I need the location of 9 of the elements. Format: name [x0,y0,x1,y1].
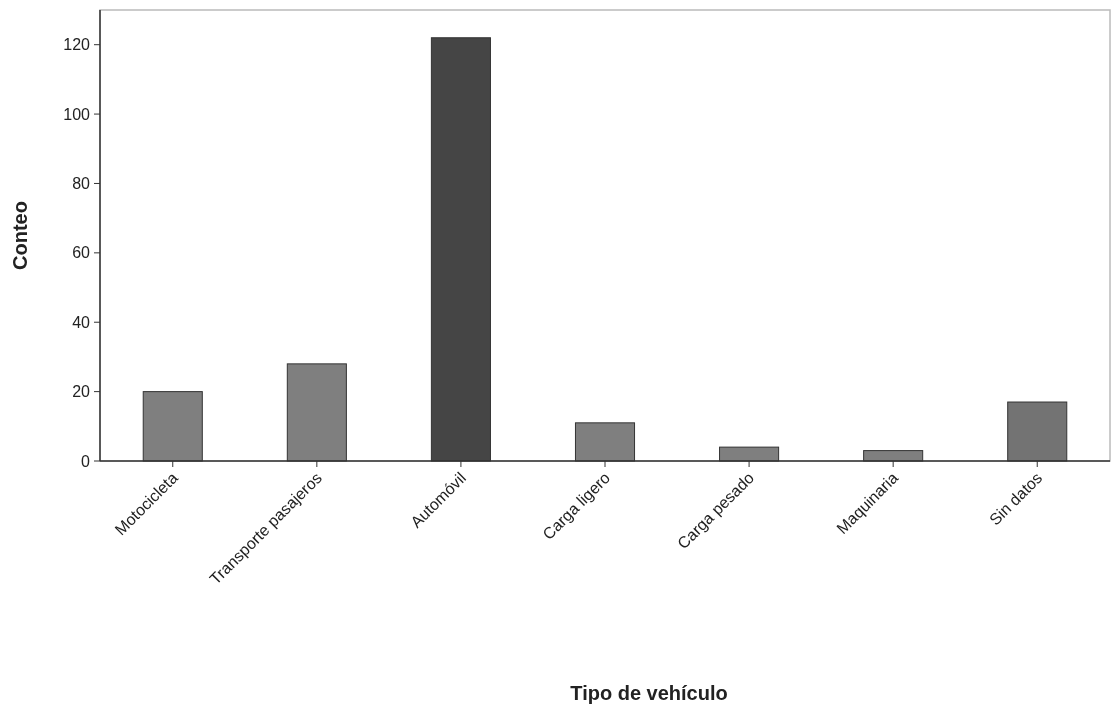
y-tick-label: 0 [81,452,91,470]
x-axis-title: Tipo de vehículo [570,682,728,704]
y-tick-label: 20 [72,383,91,401]
y-tick-label: 120 [63,36,91,54]
y-axis-title: Conteo [9,201,31,270]
y-tick-label: 40 [72,313,91,331]
y-tick-label: 60 [72,244,91,262]
y-tick-label: 80 [72,175,91,193]
y-tick-label: 100 [63,105,91,123]
